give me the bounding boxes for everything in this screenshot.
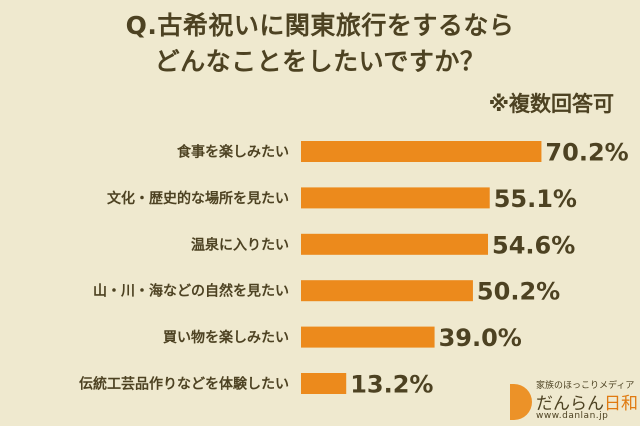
brand-url: www.danlan.jp: [536, 411, 609, 421]
value-label: 13.2%: [350, 371, 433, 399]
category-label: 文化・歴史的な場所を見たい: [107, 190, 289, 207]
bar: [301, 326, 435, 348]
category-label: 温泉に入りたい: [191, 236, 289, 253]
brand-name-accent: 日和: [604, 394, 638, 414]
category-label: 食事を楽しみたい: [177, 144, 289, 161]
chart-title-line1: Q.古希祝いに関東旅行をするなら: [125, 11, 515, 40]
brand-tagline: 家族のほっこりメディア: [536, 381, 635, 391]
bar: [301, 280, 473, 302]
brand-half-circle-icon: [510, 384, 532, 420]
value-label: 50.2%: [477, 278, 560, 306]
bar: [301, 141, 542, 162]
value-label: 55.1%: [494, 185, 577, 213]
value-label: 39.0%: [439, 324, 522, 352]
bar: [301, 373, 347, 394]
multiple-answer-note: ※複数回答可: [488, 92, 614, 116]
bar: [301, 187, 490, 209]
value-label: 54.6%: [492, 231, 575, 259]
category-label: 伝統工芸品作りなどを体験したい: [79, 376, 289, 393]
brand-name: だんらん日和: [536, 389, 638, 414]
value-label: 70.2%: [545, 139, 628, 167]
brand-name-main: だんらん: [536, 394, 604, 414]
category-label: 買い物を楽しみたい: [163, 329, 289, 346]
category-label: 山・川・海などの自然を見たい: [93, 283, 289, 300]
chart-title-line2: どんなことをしたいですか？: [154, 47, 486, 76]
brand-logo: 家族のほっこりメディア だんらん日和 www.danlan.jp: [506, 374, 638, 424]
bar: [301, 233, 489, 255]
